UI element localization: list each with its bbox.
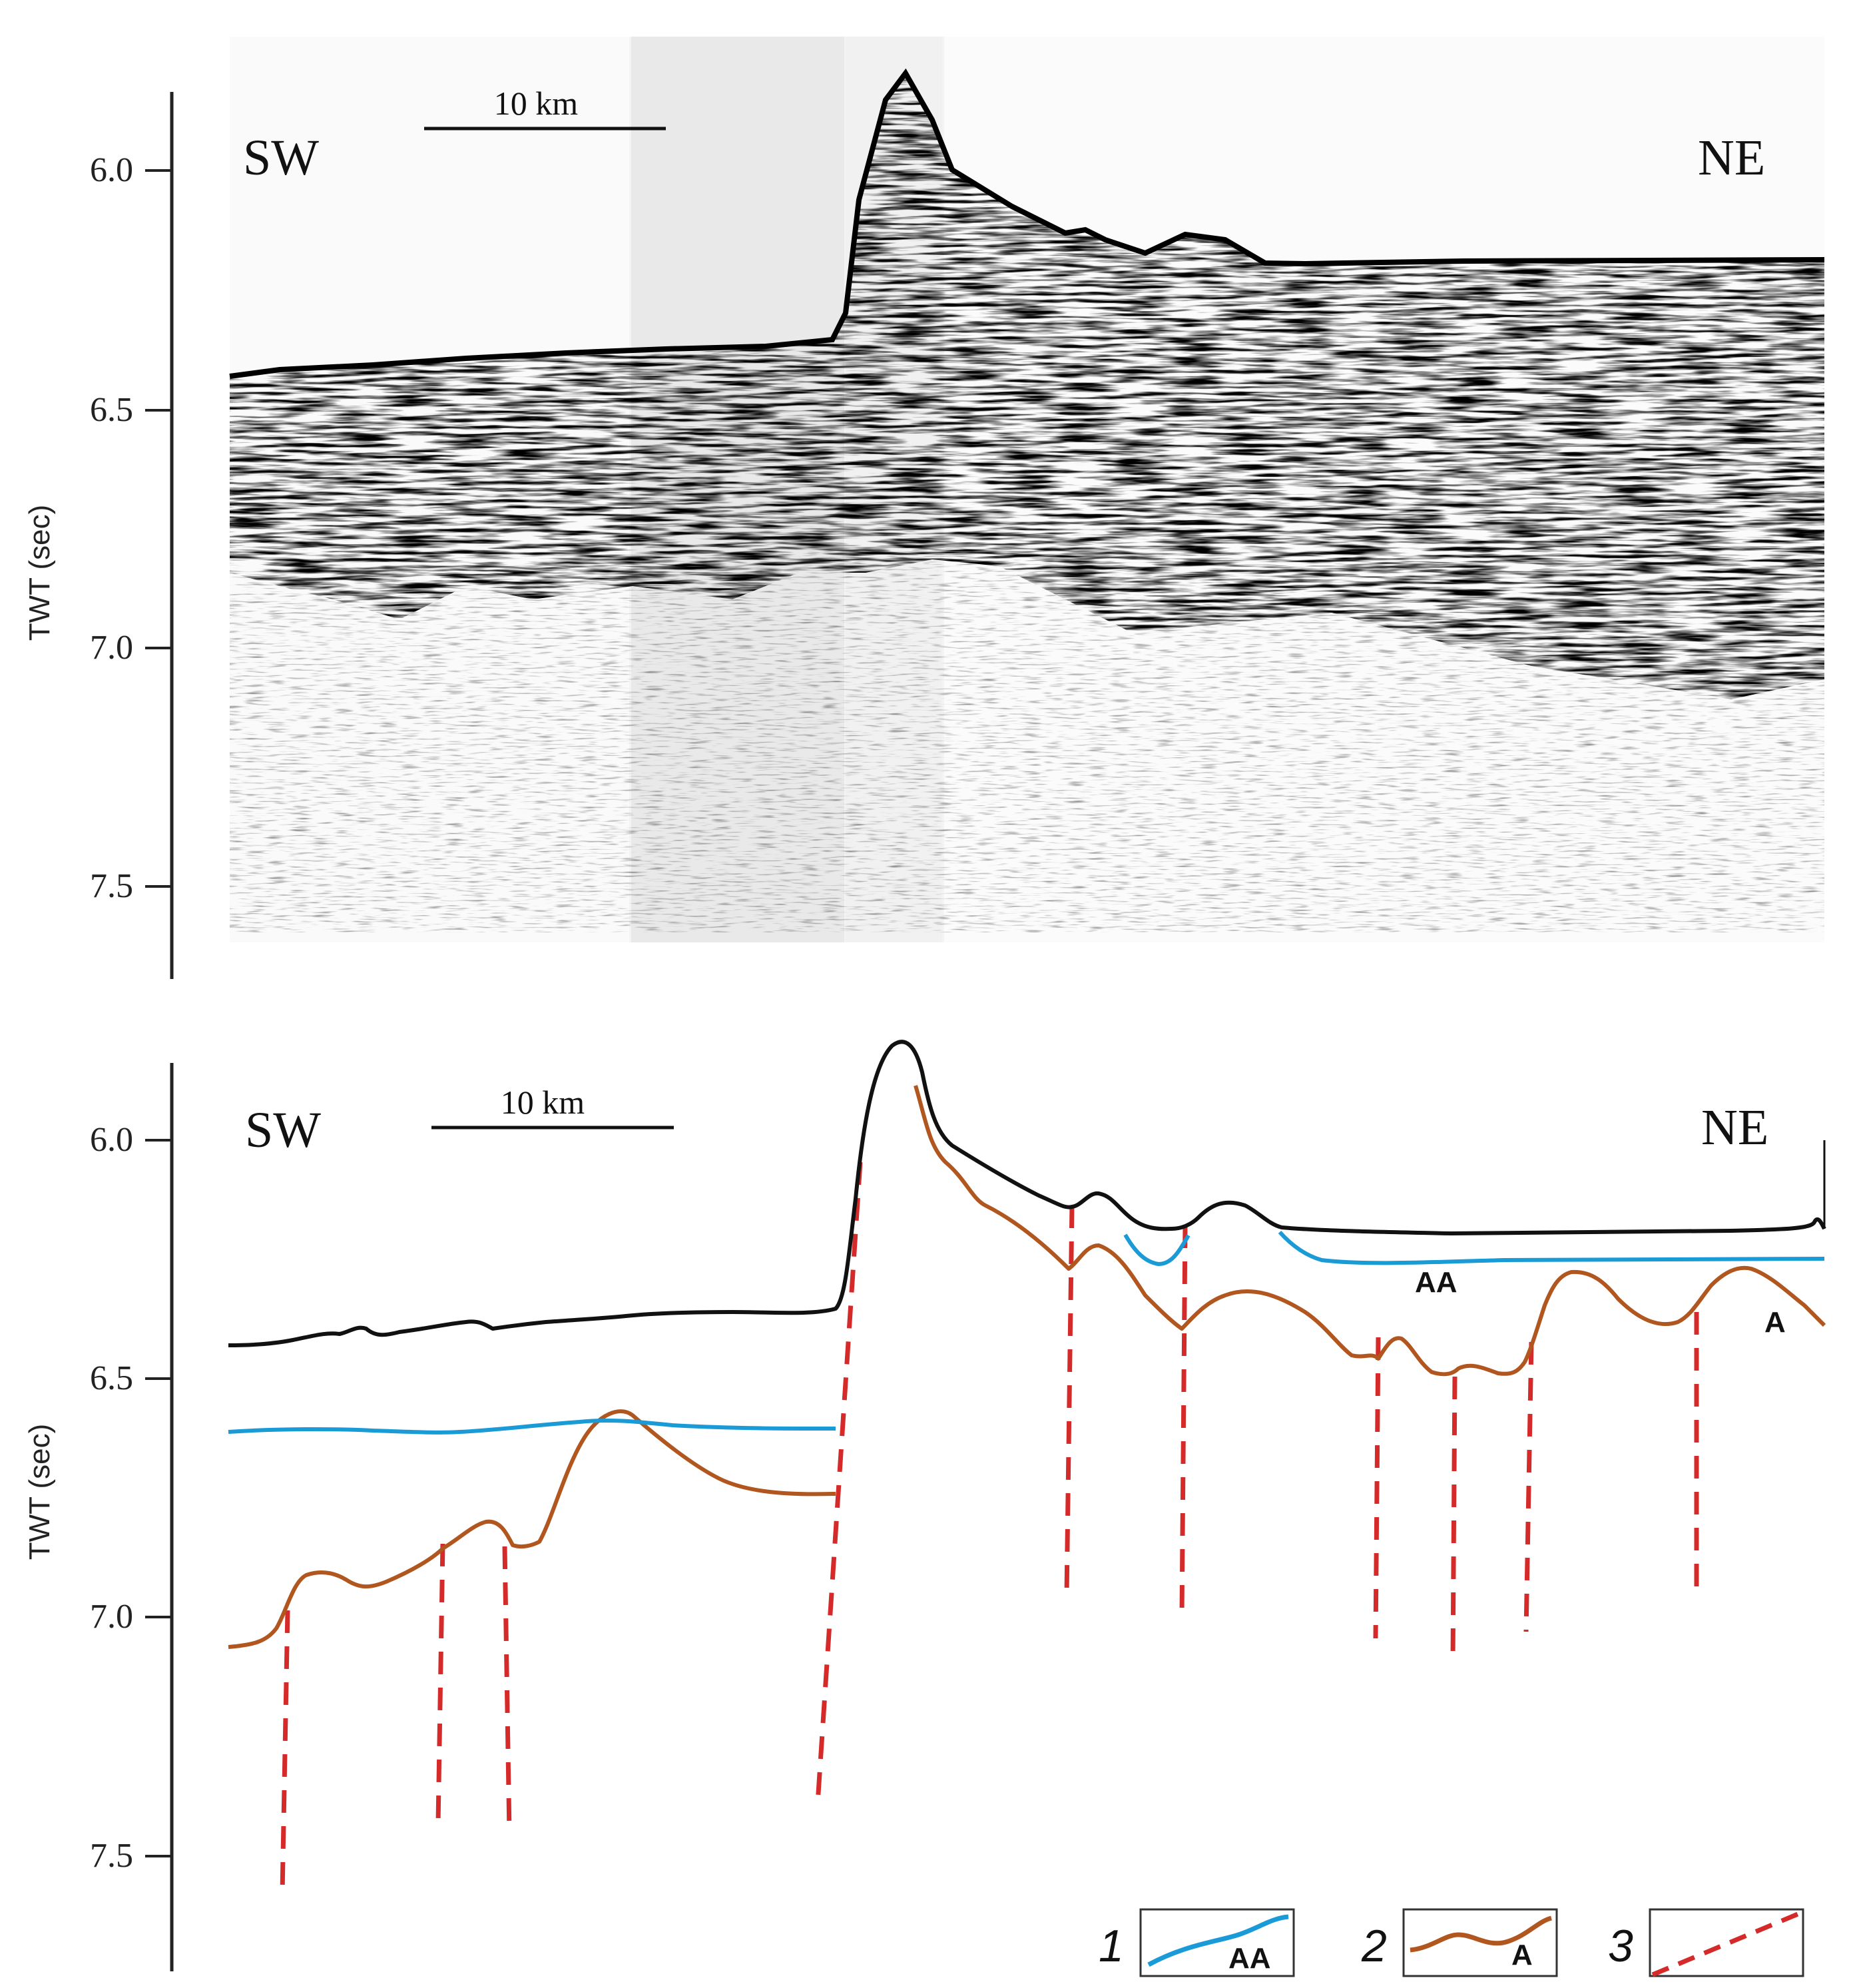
legend-tag: AA [1228, 1942, 1271, 1975]
seismic-tick-label: 7.5 [90, 867, 133, 905]
interpretation-panel: 6.0 6.5 7.0 7.5 TWT (sec) SW NE 10 km [23, 1040, 1826, 1971]
fault-line [1450, 1376, 1457, 1664]
legend-item-1: 1 AA [1099, 1908, 1295, 1977]
seismic-y-ticks [145, 169, 172, 888]
interpretation-axis-title: TWT (sec) [23, 1424, 56, 1560]
interpretation-y-ticks [145, 1139, 172, 1857]
seafloor-line [228, 1040, 1826, 1347]
legend-item-2: 2 A [1361, 1908, 1558, 1977]
seismic-profile-panel: 6.0 6.5 7.0 7.5 TWT (sec) SW NE 10 km [23, 37, 1825, 979]
horizon-aa-label: AA [1415, 1266, 1457, 1299]
legend-box [1402, 1908, 1558, 1977]
seismic-direction-ne: NE [1698, 130, 1765, 186]
legend-box [1649, 1908, 1804, 1977]
legend-number: 1 [1099, 1921, 1124, 1971]
fault-line [435, 1543, 445, 1824]
fault-line [1064, 1205, 1075, 1596]
interpretation-tick-label: 7.5 [90, 1837, 133, 1875]
seismic-direction-sw: SW [243, 130, 319, 186]
fault-line [1179, 1225, 1188, 1617]
horizon-a [228, 1085, 1826, 1649]
seismic-tick-label: 7.0 [90, 629, 133, 667]
interpretation-tick-label: 6.5 [90, 1359, 133, 1397]
horizon-aa [228, 1230, 1825, 1435]
interpretation-direction-sw: SW [245, 1102, 321, 1158]
interpretation-direction-ne: NE [1701, 1100, 1768, 1156]
horizon-a-label: A [1764, 1306, 1786, 1339]
interpretation-scale-label: 10 km [501, 1084, 585, 1121]
seismic-image [229, 37, 1825, 942]
fault-line [1523, 1341, 1534, 1632]
interpretation-tick-label: 7.0 [90, 1598, 133, 1636]
legend-item-3: 3 [1608, 1908, 1804, 1977]
seismic-tick-label: 6.0 [90, 151, 133, 189]
legend-number: 2 [1361, 1921, 1387, 1971]
seismic-scale-label: 10 km [494, 85, 579, 122]
fault-line [502, 1546, 512, 1833]
seismic-tick-label: 6.5 [90, 391, 133, 429]
fault-lines [280, 1161, 1699, 1893]
legend-number: 3 [1608, 1921, 1633, 1971]
brown-horizon-line-icon [1410, 1915, 1553, 1953]
fault-line [280, 1610, 290, 1893]
legend: 1 AA 2 A 3 [1099, 1908, 1804, 1977]
seismic-axis-title: TWT (sec) [23, 505, 56, 641]
legend-tag: A [1511, 1939, 1533, 1971]
interpretation-tick-label: 6.0 [90, 1121, 133, 1159]
fault-line [815, 1161, 863, 1804]
fault-line [1373, 1337, 1381, 1639]
blue-horizon-line-icon [1147, 1914, 1289, 1967]
